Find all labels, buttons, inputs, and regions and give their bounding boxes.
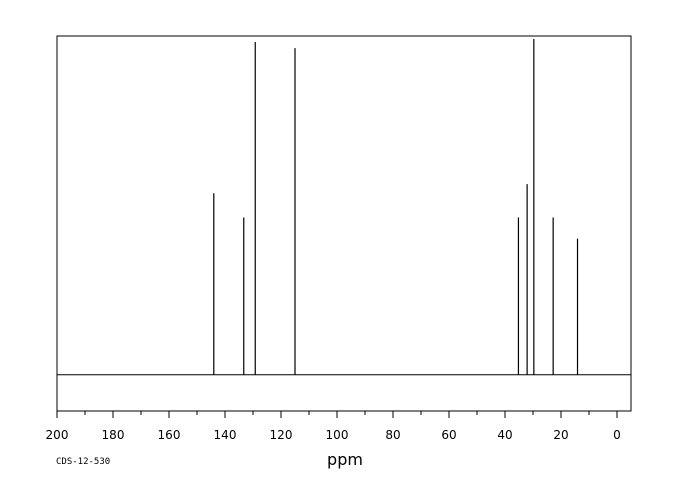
- x-axis-label: ppm: [327, 450, 363, 469]
- x-tick-label: 0: [613, 428, 621, 442]
- x-tick-label: 100: [326, 428, 349, 442]
- x-tick-label: 120: [270, 428, 293, 442]
- x-tick-label: 200: [46, 428, 69, 442]
- x-tick-label: 40: [497, 428, 512, 442]
- spectrum-peaks: [213, 39, 579, 375]
- x-axis-tick-labels: 200 180 160 140 120 100 80 60 40 20 0: [46, 428, 621, 442]
- plot-frame: [56, 35, 632, 412]
- x-tick-label: 20: [553, 428, 568, 442]
- x-axis-ticks: [56, 411, 618, 418]
- x-tick-label: 180: [102, 428, 125, 442]
- x-tick-label: 60: [441, 428, 456, 442]
- x-tick-label: 80: [385, 428, 400, 442]
- x-tick-label: 160: [158, 428, 181, 442]
- spectrum-code: CDS-12-530: [56, 457, 111, 467]
- x-tick-label: 140: [214, 428, 237, 442]
